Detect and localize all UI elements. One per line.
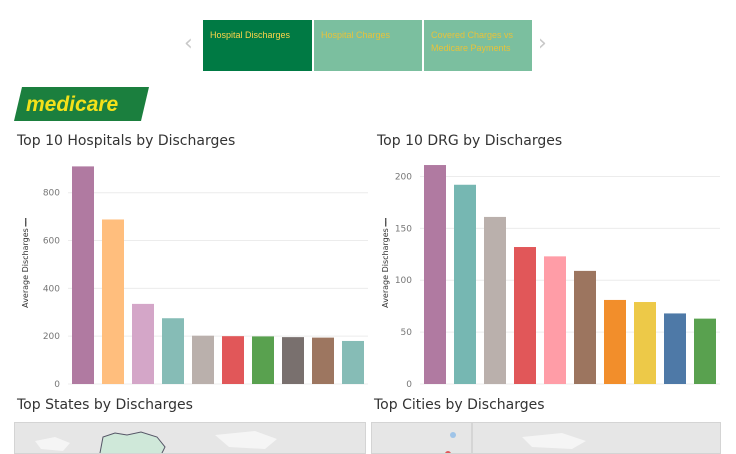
cities-map-title: Top Cities by Discharges: [374, 397, 545, 413]
sort-icon: [25, 218, 27, 227]
tab-hospital-discharges[interactable]: Hospital Discharges: [203, 20, 312, 71]
bar[interactable]: [634, 302, 656, 384]
y-axis-label: Average Discharges: [21, 228, 30, 308]
bar[interactable]: [514, 247, 536, 384]
map-land-shape: [215, 431, 277, 449]
bar[interactable]: [252, 336, 274, 384]
drg-chart-title: Top 10 DRG by Discharges: [377, 133, 563, 149]
hospitals-bar-chart: 0 200 400 600 800 Average Discharges: [12, 158, 368, 390]
state-shape: [99, 431, 166, 453]
hospitals-chart-title: Top 10 Hospitals by Discharges: [17, 133, 236, 149]
bar[interactable]: [424, 165, 446, 384]
tab-covered-charges-vs-payments[interactable]: Covered Charges vs Medicare Payments: [424, 20, 532, 71]
cities-map[interactable]: [371, 422, 721, 454]
city-marker: [450, 432, 456, 438]
y-tick-label: 150: [395, 224, 412, 234]
y-tick-label: 0: [54, 380, 60, 390]
drg-bar-chart: 0 50 100 150 200 Average Discharges: [372, 158, 722, 390]
y-tick-label: 800: [43, 189, 60, 199]
bar[interactable]: [484, 216, 506, 384]
bar[interactable]: [544, 256, 566, 384]
y-tick-label: 400: [43, 284, 60, 294]
chevron-right-icon[interactable]: ›: [538, 31, 547, 56]
bar[interactable]: [312, 337, 334, 384]
bar[interactable]: [664, 313, 686, 384]
y-tick-label: 100: [395, 276, 412, 286]
states-map[interactable]: [14, 422, 366, 454]
drg-chart-svg: 0 50 100 150 200 Average Discharges: [381, 165, 720, 390]
states-map-title: Top States by Discharges: [17, 397, 193, 413]
dashboard-nav: ‹ Hospital Discharges Hospital Charges C…: [184, 20, 554, 71]
map-land-shape: [522, 433, 586, 449]
bar[interactable]: [192, 335, 214, 384]
bar[interactable]: [102, 219, 124, 384]
y-tick-label: 200: [43, 332, 60, 342]
chevron-left-icon[interactable]: ‹: [184, 31, 193, 56]
bar[interactable]: [72, 166, 94, 384]
map-land-shape: [35, 437, 70, 451]
svg-text:medicare: medicare: [26, 93, 119, 116]
tab-hospital-charges[interactable]: Hospital Charges: [314, 20, 422, 71]
y-tick-label: 600: [43, 237, 60, 247]
hospitals-chart-svg: 0 200 400 600 800 Average Discharges: [21, 166, 368, 390]
bar[interactable]: [162, 318, 184, 384]
bar[interactable]: [132, 303, 154, 384]
bar[interactable]: [454, 184, 476, 384]
bar[interactable]: [604, 299, 626, 384]
y-tick-label: 0: [406, 380, 412, 390]
bar[interactable]: [342, 340, 364, 384]
bar[interactable]: [282, 337, 304, 384]
medicare-logo: medicare: [14, 87, 149, 121]
bar[interactable]: [222, 336, 244, 384]
bar[interactable]: [694, 318, 716, 384]
city-marker: [445, 451, 451, 453]
y-axis-label: Average Discharges: [381, 228, 390, 308]
y-tick-label: 50: [401, 328, 413, 338]
sort-icon: [385, 218, 387, 227]
y-tick-label: 200: [395, 172, 412, 182]
bar[interactable]: [574, 270, 596, 384]
